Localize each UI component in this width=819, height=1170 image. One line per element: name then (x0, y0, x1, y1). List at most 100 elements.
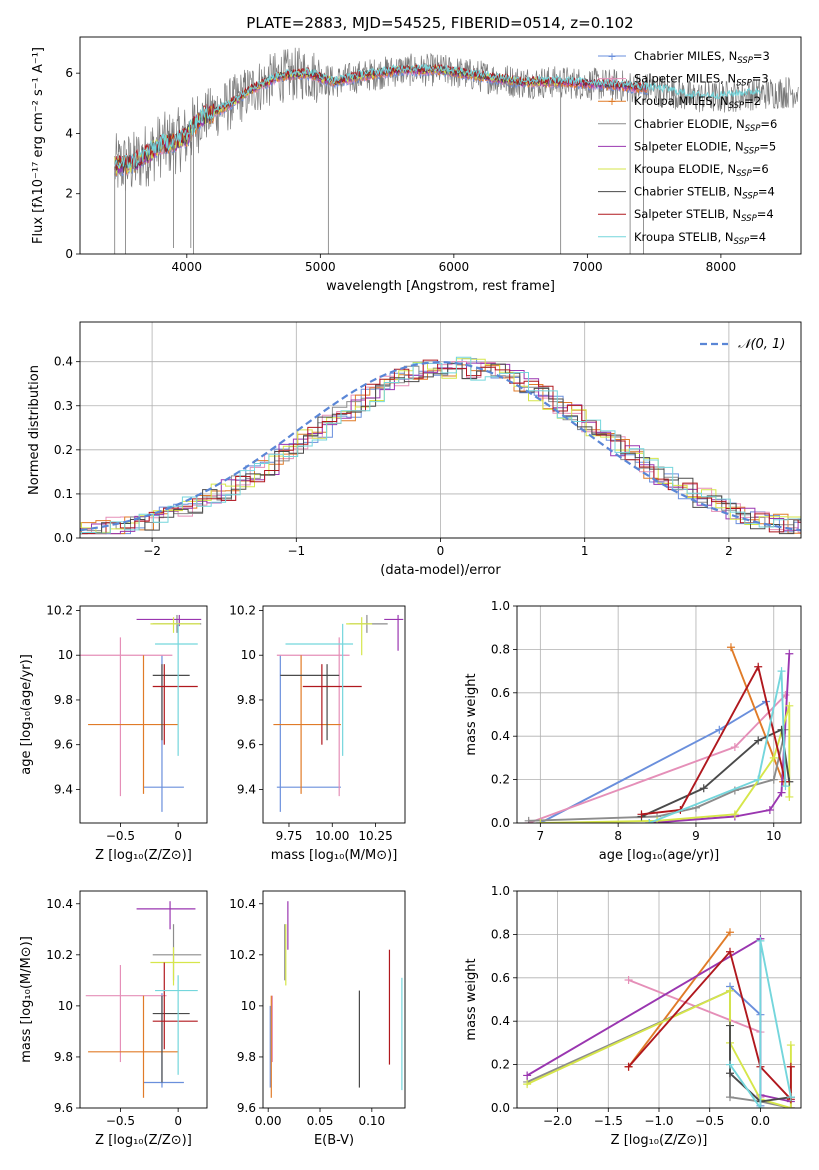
weight-line-salpeter-miles (528, 694, 787, 823)
x-tick-label: 0 (174, 1114, 182, 1128)
residual-histogram-panel: −2 −1 0 1 2 0.0 0.1 0.2 0.3 0.4 (data-model)/error… (27, 321, 802, 578)
plot-area (269, 901, 403, 1098)
weight-point-kroupa-elodie (523, 1080, 532, 1089)
weight-point-salpeter-miles (624, 975, 633, 984)
y-tick-label: 9.6 (237, 738, 256, 752)
y-tick-label: 0.0 (491, 1101, 510, 1115)
spectrum-panel: 4000 5000 6000 7000 8000 0 2 4 6 wavelength [Angs… (31, 36, 802, 294)
x-tick-label: 9.75 (276, 829, 303, 843)
weight-point-chabrier-stelib (699, 784, 708, 793)
y-tick-label: 10 (58, 648, 73, 662)
legend-label-chabrier-elodie: Chabrier ELODIE, NSSP=6 (634, 117, 777, 134)
y-tick-label: 10.2 (46, 603, 73, 617)
x-tick-label: 6000 (439, 260, 470, 274)
y-axis-label: Normed distribution (27, 365, 42, 495)
weight-point-chabrier-elodie (726, 1093, 734, 1102)
weight-point-chabrier-stelib (726, 1069, 734, 1078)
y-tick-label: 9.6 (54, 738, 73, 752)
y-tick-label: 0.2 (54, 443, 73, 457)
axes-frame (79, 321, 802, 539)
weight-point-salpeter-elodie (777, 788, 786, 797)
weight-point-kroupa-miles (726, 643, 735, 652)
plot-area (114, 47, 799, 254)
normal-distribution-curve (80, 360, 801, 532)
y-tick-label: 0.8 (491, 642, 510, 656)
weight-point-kroupa-elodie (536, 819, 545, 823)
x-axis-label: age [log₁₀(age/yr)] (599, 848, 720, 863)
y-tick-label: 10.2 (46, 948, 73, 962)
mass-vs-metallicity-panel: −0.5 0 9.6 9.8 10 10.2 10.4 Z [log₁₀(Z/Z⊙)] mass… (19, 890, 208, 1148)
axes-frame (79, 890, 208, 1109)
x-tick-label: 9 (692, 829, 700, 843)
y-tick-label: 0.2 (491, 1058, 510, 1072)
x-tick-label: 0 (174, 829, 182, 843)
weight-point-chabrier-stelib (754, 736, 763, 745)
weight-line-salpeter-stelib (641, 664, 787, 816)
histogram-chabrier-stelib (80, 362, 801, 535)
weight-point-kroupa-stelib (754, 775, 763, 784)
plot-area (523, 928, 795, 1108)
x-tick-label: 0.05 (307, 1114, 334, 1128)
y-tick-label: 0 (65, 247, 73, 261)
x-tick-label: 1 (581, 544, 589, 558)
x-axis-label: Z [log₁₀(Z/Z⊙)] (95, 1133, 192, 1148)
figure-title: PLATE=2883, MJD=54525, FIBERID=0514, z=0… (246, 14, 633, 32)
weight-point-kroupa-elodie (786, 1041, 795, 1050)
x-tick-label: 10.00 (315, 829, 349, 843)
y-tick-label: 9.4 (237, 782, 256, 796)
axes-frame (516, 890, 802, 1109)
plot-area (273, 614, 404, 812)
weight-point-kroupa-elodie (726, 986, 734, 995)
y-tick-label: 0.6 (491, 686, 510, 700)
y-tick-label: 10.4 (229, 897, 256, 911)
x-tick-label: 8 (614, 829, 622, 843)
weight-point-salpeter-stelib (786, 1062, 795, 1071)
legend-label-kroupa-miles: Kroupa MILES, NSSP=2 (634, 94, 761, 111)
x-tick-label: −1 (287, 544, 305, 558)
y-axis-label: Flux [fλ10⁻¹⁷ erg cm⁻² s⁻¹ A⁻¹] (31, 47, 46, 244)
weight-point-chabrier-miles (715, 725, 724, 734)
y-axis-label: mass weight (464, 673, 479, 755)
axes-frame (79, 605, 208, 824)
legend-marker: + (607, 95, 616, 108)
weight-point-salpeter-elodie (785, 649, 794, 658)
legend-marker: + (607, 50, 616, 63)
x-axis-label: Z [log₁₀(Z/Z⊙)] (95, 848, 192, 863)
x-tick-label: 0.0 (751, 1114, 770, 1128)
y-tick-label: 0.0 (54, 531, 73, 545)
legend-label-normal: 𝒩(0, 1) (738, 337, 785, 352)
x-tick-label: 4000 (172, 260, 203, 274)
legend-label-kroupa-elodie: Kroupa ELODIE, NSSP=6 (634, 162, 769, 179)
y-tick-label: 0.2 (491, 773, 510, 787)
weight-point-salpeter-miles (730, 743, 739, 752)
x-axis-label: wavelength [Angstrom, rest frame] (326, 279, 555, 294)
y-tick-label: 9.6 (237, 1101, 256, 1115)
weight-point-kroupa-stelib (777, 667, 786, 676)
y-tick-label: 9.8 (237, 1050, 256, 1064)
x-axis-label: Z [log₁₀(Z/Z⊙)] (611, 1133, 708, 1148)
legend-label-salpeter-elodie: Salpeter ELODIE, NSSP=5 (634, 139, 776, 156)
y-tick-label: 6 (65, 66, 73, 80)
weight-line-kroupa-elodie (540, 705, 791, 823)
y-tick-label: 9.6 (54, 1101, 73, 1115)
weight-point-kroupa-elodie (769, 753, 778, 762)
y-tick-label: 1.0 (491, 599, 510, 613)
axes-frame (262, 890, 406, 1109)
x-tick-label: 2 (725, 544, 733, 558)
y-axis-label: mass weight (464, 958, 479, 1040)
y-tick-label: 0.8 (491, 927, 510, 941)
y-tick-label: 0.4 (54, 355, 73, 369)
x-tick-label: 10.25 (358, 829, 392, 843)
weight-line-kroupa-miles (730, 646, 784, 783)
legend-label-kroupa-stelib: Kroupa STELIB, NSSP=4 (634, 230, 766, 247)
y-tick-label: 0.3 (54, 399, 73, 413)
y-tick-label: 0.6 (491, 971, 510, 985)
weight-point-chabrier-elodie (524, 816, 533, 823)
weight-line-kroupa-stelib (729, 940, 792, 1108)
x-tick-label: 0.10 (358, 1114, 385, 1128)
weight-point-kroupa-stelib (756, 1104, 765, 1108)
x-tick-label: −2.0 (543, 1114, 572, 1128)
weight-point-kroupa-elodie (786, 1104, 795, 1108)
y-tick-label: 1.0 (491, 884, 510, 898)
weight-line-kroupa-miles (627, 931, 731, 1068)
